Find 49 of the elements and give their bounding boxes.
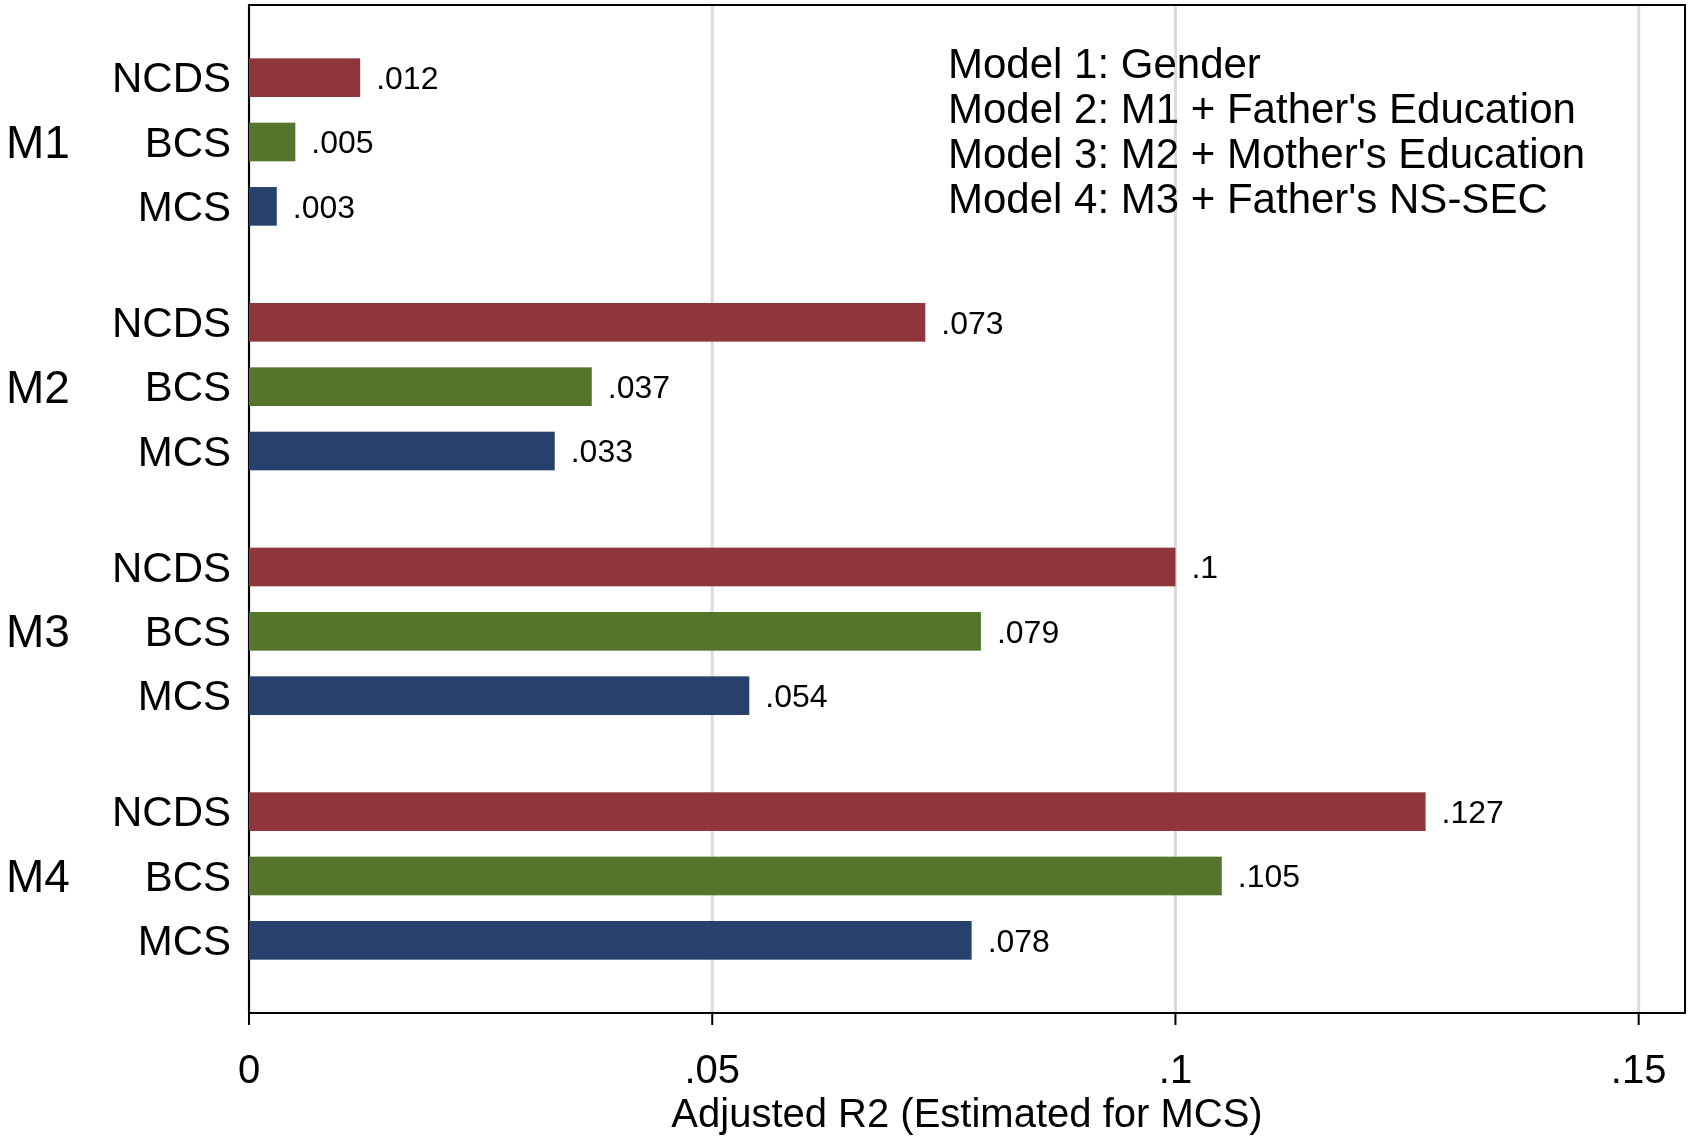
series-label: MCS bbox=[137, 183, 231, 231]
text: NCDS bbox=[111, 788, 231, 836]
data-label: .1 bbox=[1191, 549, 1219, 586]
text: NCDS bbox=[111, 543, 231, 591]
text: BCS bbox=[144, 608, 231, 656]
text: MCS bbox=[137, 917, 231, 965]
annotation: Model 1: Gender bbox=[948, 40, 1261, 87]
data-label: .073 bbox=[941, 304, 1004, 341]
annotation: Model 3: M2 + Mother's Education bbox=[948, 130, 1586, 177]
data-label: .012 bbox=[376, 59, 439, 96]
text: NCDS bbox=[111, 299, 231, 347]
text: BCS bbox=[144, 852, 231, 900]
x-tick-label: .1 bbox=[1158, 1047, 1193, 1091]
bar bbox=[249, 187, 277, 226]
y-tick-label: M1 bbox=[6, 116, 70, 169]
annotation: Model 2: M1 + Father's Education bbox=[948, 85, 1576, 132]
text: BCS bbox=[144, 363, 231, 411]
x-tick-label: .15 bbox=[1610, 1047, 1667, 1091]
series-label: BCS bbox=[144, 118, 231, 166]
bar bbox=[249, 58, 361, 97]
bar bbox=[249, 792, 1426, 831]
y-tick-label: M4 bbox=[6, 850, 70, 903]
bar bbox=[249, 856, 1222, 896]
data-label: .033 bbox=[570, 433, 634, 470]
data-label: .127 bbox=[1441, 793, 1504, 830]
x-tick-label: .05 bbox=[684, 1047, 741, 1091]
x-axis-title: Adjusted R2 (Estimated for MCS) bbox=[671, 1091, 1263, 1135]
y-tick-label: M2 bbox=[6, 360, 70, 413]
bar bbox=[249, 612, 981, 651]
data-label: .054 bbox=[765, 677, 828, 714]
bar bbox=[249, 547, 1176, 587]
bar bbox=[249, 921, 972, 960]
bar bbox=[249, 367, 592, 406]
data-label: .079 bbox=[996, 613, 1060, 650]
series-label: NCDS bbox=[111, 54, 231, 102]
data-label: .078 bbox=[987, 922, 1050, 959]
data-label: .037 bbox=[607, 368, 671, 405]
y-tick-label: M3 bbox=[6, 605, 70, 658]
bar bbox=[249, 303, 926, 342]
data-label: .003 bbox=[292, 188, 356, 225]
text: MCS bbox=[137, 672, 231, 720]
x-tick-label: 0 bbox=[237, 1047, 261, 1091]
bar bbox=[249, 122, 296, 162]
data-label: .105 bbox=[1237, 858, 1301, 895]
annotation: Model 4: M3 + Father's NS-SEC bbox=[948, 175, 1548, 222]
data-label: .005 bbox=[311, 124, 374, 161]
bar bbox=[249, 431, 555, 471]
text: MCS bbox=[137, 427, 231, 475]
bar bbox=[249, 676, 750, 715]
